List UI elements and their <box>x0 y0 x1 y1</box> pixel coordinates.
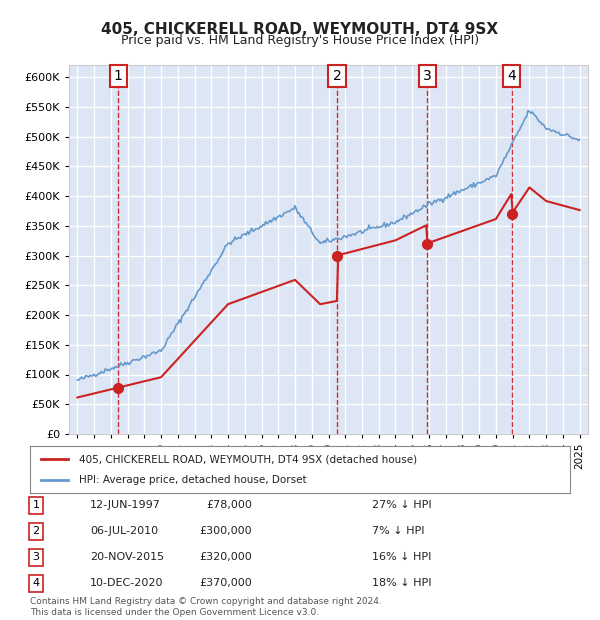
Text: £320,000: £320,000 <box>199 552 252 562</box>
Text: 2: 2 <box>32 526 40 536</box>
Text: 20-NOV-2015: 20-NOV-2015 <box>90 552 164 562</box>
Text: 4: 4 <box>507 69 516 83</box>
Text: £370,000: £370,000 <box>199 578 252 588</box>
Text: 3: 3 <box>32 552 40 562</box>
Text: 1: 1 <box>32 500 40 510</box>
Text: 27% ↓ HPI: 27% ↓ HPI <box>372 500 431 510</box>
Text: 18% ↓ HPI: 18% ↓ HPI <box>372 578 431 588</box>
Text: 4: 4 <box>32 578 40 588</box>
Text: 405, CHICKERELL ROAD, WEYMOUTH, DT4 9SX: 405, CHICKERELL ROAD, WEYMOUTH, DT4 9SX <box>101 22 499 37</box>
Text: 16% ↓ HPI: 16% ↓ HPI <box>372 552 431 562</box>
Text: HPI: Average price, detached house, Dorset: HPI: Average price, detached house, Dors… <box>79 475 306 485</box>
Text: Contains HM Land Registry data © Crown copyright and database right 2024.
This d: Contains HM Land Registry data © Crown c… <box>30 598 382 617</box>
Text: £300,000: £300,000 <box>199 526 252 536</box>
Text: £78,000: £78,000 <box>206 500 252 510</box>
Text: Price paid vs. HM Land Registry's House Price Index (HPI): Price paid vs. HM Land Registry's House … <box>121 34 479 47</box>
Text: 06-JUL-2010: 06-JUL-2010 <box>90 526 158 536</box>
Text: 12-JUN-1997: 12-JUN-1997 <box>90 500 161 510</box>
Text: 1: 1 <box>114 69 122 83</box>
Text: 10-DEC-2020: 10-DEC-2020 <box>90 578 163 588</box>
Text: 7% ↓ HPI: 7% ↓ HPI <box>372 526 425 536</box>
Text: 2: 2 <box>332 69 341 83</box>
Text: 3: 3 <box>423 69 431 83</box>
Text: 405, CHICKERELL ROAD, WEYMOUTH, DT4 9SX (detached house): 405, CHICKERELL ROAD, WEYMOUTH, DT4 9SX … <box>79 454 417 464</box>
